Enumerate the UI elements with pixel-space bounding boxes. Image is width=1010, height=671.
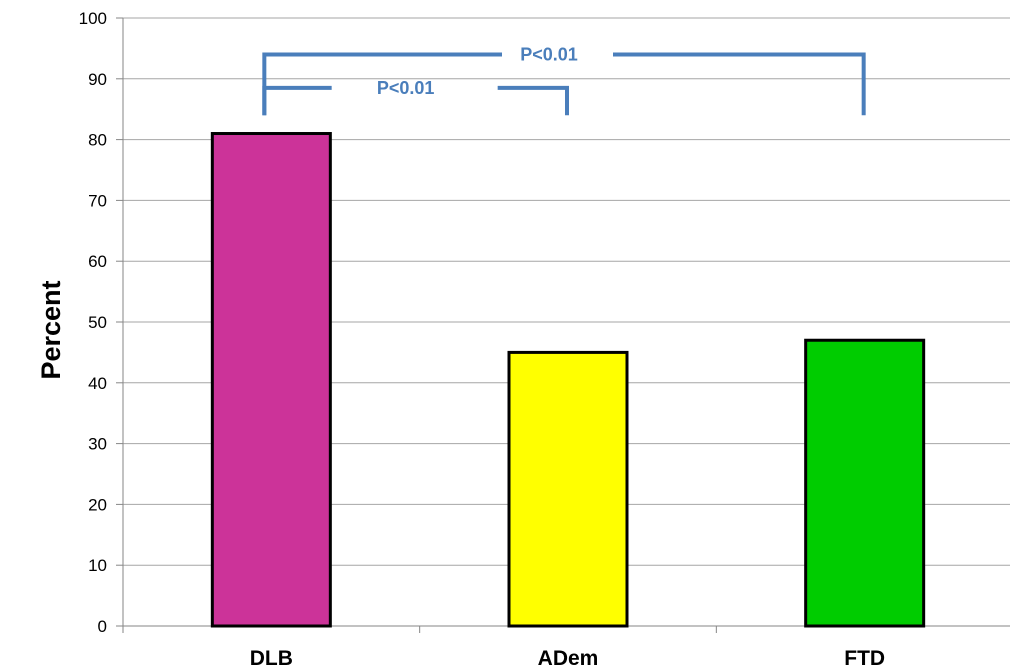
- bracket-left: [262, 85, 332, 116]
- significance-label: P<0.01: [520, 44, 578, 64]
- y-tick-label: 0: [98, 617, 107, 636]
- y-tick-label: 80: [88, 131, 107, 150]
- y-axis-title: Percent: [36, 280, 66, 379]
- significance-brackets: P<0.01 P<0.01: [262, 44, 866, 116]
- x-category-label: FTD: [844, 647, 885, 670]
- y-tick-label: 20: [88, 495, 107, 514]
- y-tick-label: 40: [88, 374, 107, 393]
- bracket-right: [613, 52, 866, 116]
- x-category-label: DLB: [250, 647, 293, 670]
- y-tick-label: 60: [88, 252, 107, 271]
- bracket-right: [497, 85, 569, 116]
- y-tick-label: 90: [88, 70, 107, 89]
- y-tick-label: 100: [79, 9, 107, 28]
- y-tick-label: 70: [88, 191, 107, 210]
- y-tick-label: 50: [88, 313, 107, 332]
- bar-adem: [507, 350, 629, 628]
- x-category-label: ADem: [538, 647, 599, 670]
- bar-dlb: [210, 132, 332, 628]
- bars: [210, 132, 926, 628]
- significance-label: P<0.01: [377, 78, 435, 98]
- y-tick-label: 30: [88, 435, 107, 454]
- bar-ftd: [804, 338, 926, 628]
- tick-labels: 0 10 20 30 40 50 60 70 80 90 100 DLB ADem FTD: [79, 9, 885, 670]
- y-tick-label: 10: [88, 556, 107, 575]
